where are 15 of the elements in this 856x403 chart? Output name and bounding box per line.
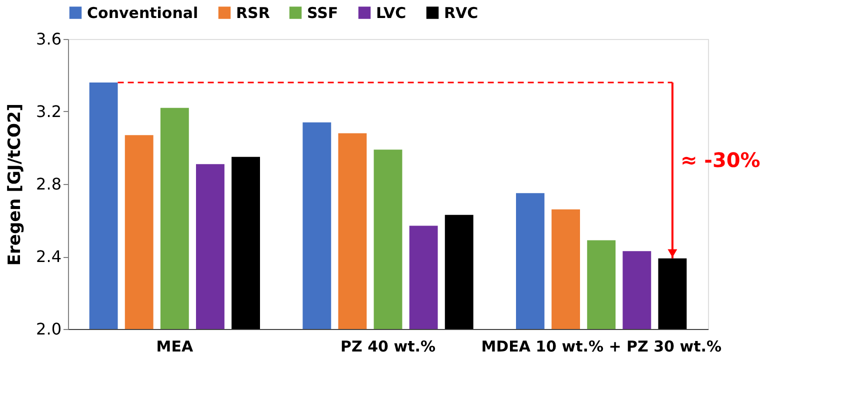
y-tick-label: 2.0 bbox=[36, 320, 62, 338]
x-tick-label: MDEA 10 wt.% + PZ 30 wt.% bbox=[481, 338, 722, 356]
legend-label: RVC bbox=[444, 4, 478, 22]
y-tick-label: 3.2 bbox=[36, 102, 62, 121]
x-tick-label: MEA bbox=[156, 338, 194, 356]
x-tick-label: PZ 40 wt.% bbox=[340, 338, 436, 356]
legend-label: Conventional bbox=[87, 4, 198, 22]
legend-label: RSR bbox=[236, 4, 270, 22]
legend-label: LVC bbox=[376, 4, 406, 22]
y-axis-title: Eregen [GJ/tCO2] bbox=[5, 103, 26, 266]
y-tick-label: 2.4 bbox=[36, 247, 62, 266]
y-tick-label: 3.6 bbox=[36, 30, 62, 48]
annotation: ≈ -30% bbox=[680, 148, 760, 172]
legend-label: SSF bbox=[307, 4, 338, 22]
y-tick-label: 2.8 bbox=[36, 174, 62, 194]
